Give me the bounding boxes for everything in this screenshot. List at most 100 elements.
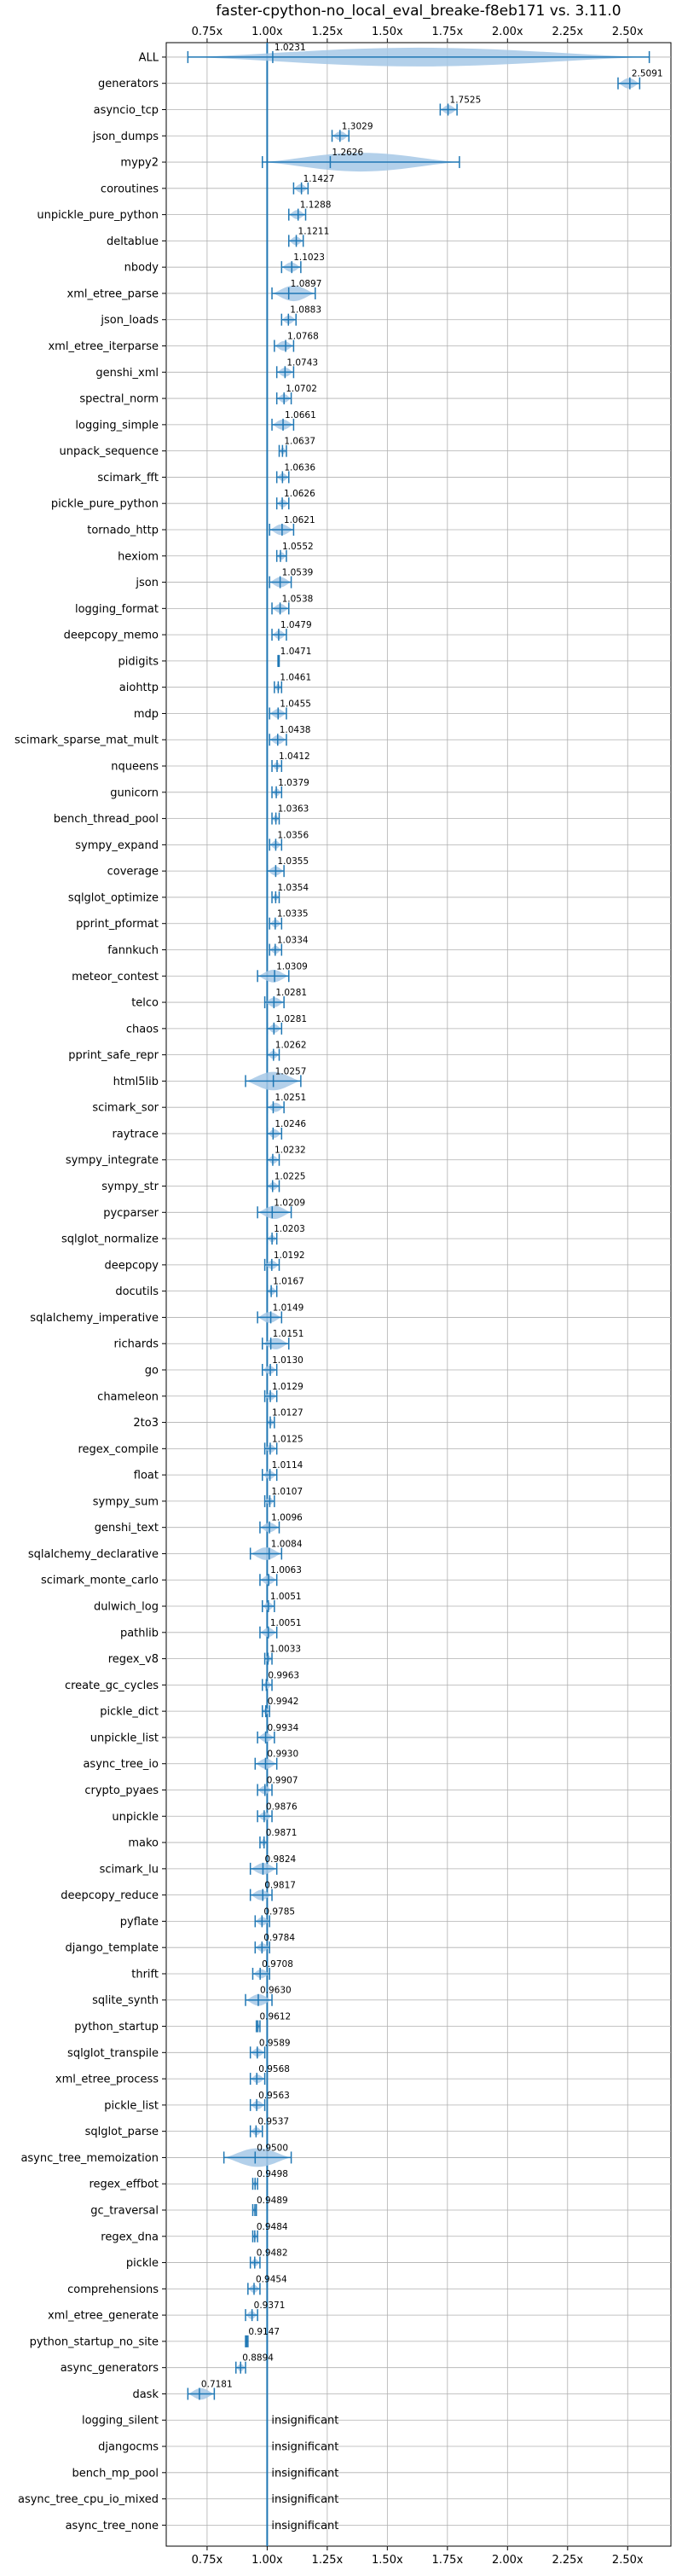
benchmark-label: 2to3 xyxy=(133,1417,159,1430)
value-label: 1.0246 xyxy=(275,1119,306,1129)
value-label: 1.0438 xyxy=(280,725,311,735)
benchmark-label: fannkuch xyxy=(107,944,159,957)
value-label: 0.9876 xyxy=(266,1801,298,1812)
insignificant-label: insignificant xyxy=(271,2520,338,2532)
benchmark-label: ALL xyxy=(139,51,159,64)
benchmark-label: coverage xyxy=(107,866,159,879)
benchmark-label: sqlalchemy_declarative xyxy=(28,1548,159,1561)
benchmark-label: async_tree_none xyxy=(66,2520,159,2532)
benchmark-label: sqlglot_parse xyxy=(85,2126,159,2138)
value-label: 0.9147 xyxy=(248,2327,280,2337)
value-label: 1.0151 xyxy=(273,1329,304,1339)
value-label: 1.0107 xyxy=(271,1487,303,1497)
value-label: 0.9785 xyxy=(263,1906,295,1917)
value-label: 0.9871 xyxy=(266,1828,298,1838)
benchmark-label: sympy_str xyxy=(101,1181,159,1193)
value-label: 1.0412 xyxy=(279,751,310,762)
benchmark-label: pickle_list xyxy=(104,2099,159,2112)
benchmark-label: xml_etree_generate xyxy=(48,2310,159,2323)
value-label: 1.0231 xyxy=(275,43,306,53)
insignificant-label: insignificant xyxy=(271,2467,338,2480)
benchmark-label: logging_format xyxy=(75,603,159,616)
benchmark-label: crypto_pyaes xyxy=(84,1784,159,1797)
value-label: 1.0479 xyxy=(280,620,312,630)
x-tick-label-bottom: 2.50x xyxy=(612,2554,644,2567)
benchmark-label: coroutines xyxy=(101,183,159,195)
value-label: 1.0539 xyxy=(282,568,314,578)
value-label: 1.0356 xyxy=(277,830,309,840)
value-label: 1.0251 xyxy=(275,1093,306,1103)
benchmark-label: nbody xyxy=(124,262,159,275)
benchmark-label: genshi_text xyxy=(95,1522,159,1535)
value-label: 1.0743 xyxy=(286,357,318,368)
benchmark-label: gunicorn xyxy=(110,786,159,799)
value-label: 0.9930 xyxy=(267,1749,298,1760)
benchmark-label: html5lib xyxy=(113,1076,159,1088)
benchmark-label: json_loads xyxy=(100,314,159,327)
benchmark-label: chameleon xyxy=(97,1390,159,1403)
value-label: 0.9568 xyxy=(258,2064,290,2074)
benchmark-label: sqlalchemy_imperative xyxy=(30,1312,159,1325)
benchmark-label: pprint_safe_repr xyxy=(68,1049,159,1062)
value-label: 1.0203 xyxy=(274,1224,305,1234)
value-label: 1.0096 xyxy=(271,1513,303,1523)
plot-frame xyxy=(165,42,672,2547)
value-label: 1.0626 xyxy=(284,489,315,499)
benchmark-label: nqueens xyxy=(111,761,159,774)
value-label: 1.1211 xyxy=(298,226,330,236)
value-label: 1.0355 xyxy=(277,856,309,867)
benchmark-label: mypy2 xyxy=(120,157,159,170)
insignificant-label: insignificant xyxy=(271,2441,338,2454)
benchmark-label: unpickle_list xyxy=(90,1732,159,1744)
x-tick-label-bottom: 1.50x xyxy=(372,2554,403,2567)
value-label: 1.0661 xyxy=(285,410,316,421)
benchmark-label: async_tree_memoization xyxy=(20,2152,159,2165)
benchmark-label: chaos xyxy=(126,1023,159,1036)
benchmark-label: logging_silent xyxy=(82,2415,159,2428)
x-tick-label-top: 2.25x xyxy=(552,26,583,38)
value-label: 1.0621 xyxy=(284,515,315,525)
benchmark-label: float xyxy=(134,1470,159,1482)
value-label: 1.0281 xyxy=(275,988,307,998)
benchmark-label: dulwich_log xyxy=(94,1601,159,1614)
x-tick-label-top: 1.75x xyxy=(432,26,464,38)
value-label: 1.0309 xyxy=(276,961,308,972)
benchmark-label: pycparser xyxy=(103,1207,159,1220)
benchmark-label: sqlglot_transpile xyxy=(67,2047,159,2060)
benchmark-label: xml_etree_process xyxy=(55,2074,159,2086)
benchmark-label: go xyxy=(145,1364,159,1377)
value-label: 0.9454 xyxy=(256,2274,287,2284)
benchmark-label: generators xyxy=(98,78,159,90)
value-label: 1.1023 xyxy=(293,252,325,263)
benchmark-label: bench_mp_pool xyxy=(72,2467,159,2480)
value-label: 1.1427 xyxy=(303,174,335,184)
benchmark-label: asyncio_tcp xyxy=(94,104,159,117)
value-label: 1.0637 xyxy=(284,437,315,447)
value-label: 1.0129 xyxy=(272,1382,303,1392)
value-label: 2.5091 xyxy=(632,69,663,79)
value-label: 0.9563 xyxy=(258,2091,290,2101)
benchmark-label: unpickle_pure_python xyxy=(37,209,159,222)
benchmark-label: django_template xyxy=(66,1942,159,1955)
value-label: 1.0063 xyxy=(270,1565,302,1575)
value-label: 1.0354 xyxy=(277,883,309,893)
value-label: 1.0461 xyxy=(280,673,311,683)
x-tick-label-top: 1.00x xyxy=(251,26,283,38)
benchmark-label: pickle_dict xyxy=(100,1706,159,1719)
value-label: 0.9612 xyxy=(259,2012,291,2022)
chart-title: faster-cpython-no_local_eval_breake-f8eb… xyxy=(216,3,621,20)
benchmark-label: meteor_contest xyxy=(72,971,159,983)
value-label: 1.0149 xyxy=(273,1303,304,1313)
benchmark-label: regex_effbot xyxy=(89,2179,159,2191)
value-label: 0.9824 xyxy=(264,1854,296,1865)
value-label: 1.1288 xyxy=(300,200,332,211)
value-label: 1.0130 xyxy=(272,1355,303,1366)
value-label: 1.2626 xyxy=(332,148,363,158)
benchmark-label: sqlglot_normalize xyxy=(61,1233,159,1246)
benchmark-label: dask xyxy=(132,2388,159,2401)
value-label: 1.7525 xyxy=(450,95,482,105)
benchmark-label: scimark_lu xyxy=(100,1863,159,1876)
value-label: 1.0636 xyxy=(284,462,315,473)
benchmark-label: comprehensions xyxy=(67,2283,159,2296)
